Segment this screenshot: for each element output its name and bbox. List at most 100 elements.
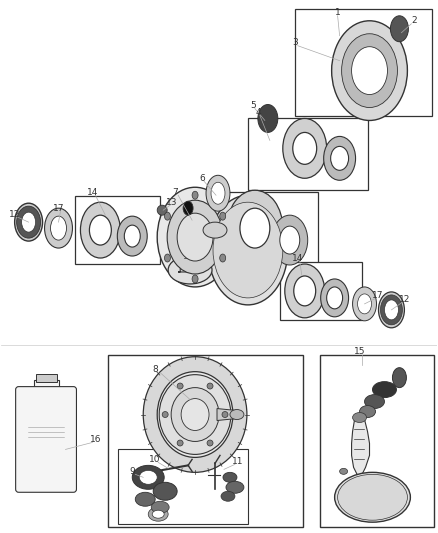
Ellipse shape — [350, 45, 389, 96]
Ellipse shape — [153, 482, 177, 500]
Ellipse shape — [353, 413, 367, 423]
Ellipse shape — [124, 225, 140, 247]
Ellipse shape — [14, 203, 42, 241]
Ellipse shape — [332, 21, 407, 120]
Ellipse shape — [226, 220, 270, 280]
Ellipse shape — [168, 256, 212, 284]
Ellipse shape — [338, 474, 407, 520]
Ellipse shape — [162, 411, 168, 417]
Ellipse shape — [381, 295, 403, 325]
Ellipse shape — [181, 399, 209, 431]
Ellipse shape — [164, 254, 170, 262]
Ellipse shape — [143, 357, 247, 472]
Text: 14: 14 — [292, 254, 304, 263]
Text: 12: 12 — [399, 295, 410, 304]
FancyBboxPatch shape — [16, 386, 77, 492]
Bar — [248, 118, 367, 190]
Ellipse shape — [293, 132, 317, 164]
Polygon shape — [178, 210, 202, 272]
Ellipse shape — [159, 375, 231, 455]
Ellipse shape — [50, 216, 67, 240]
Text: 17: 17 — [53, 204, 64, 213]
Ellipse shape — [148, 507, 168, 521]
Ellipse shape — [372, 382, 396, 398]
Text: 4: 4 — [255, 108, 261, 117]
Ellipse shape — [208, 195, 288, 305]
Bar — [108, 355, 303, 527]
Ellipse shape — [177, 383, 183, 389]
Ellipse shape — [294, 276, 316, 306]
Ellipse shape — [21, 212, 35, 232]
Bar — [320, 355, 434, 527]
Ellipse shape — [207, 440, 213, 446]
Ellipse shape — [342, 34, 397, 108]
Ellipse shape — [17, 206, 41, 238]
Text: 1: 1 — [335, 9, 340, 17]
Ellipse shape — [349, 481, 396, 513]
Ellipse shape — [21, 212, 35, 232]
Polygon shape — [352, 419, 370, 475]
Bar — [295, 9, 432, 117]
Ellipse shape — [327, 287, 343, 309]
Ellipse shape — [378, 292, 404, 328]
Ellipse shape — [139, 470, 157, 484]
Ellipse shape — [385, 300, 399, 320]
Ellipse shape — [177, 440, 183, 446]
Ellipse shape — [206, 175, 230, 211]
Bar — [34, 379, 59, 393]
Ellipse shape — [167, 200, 223, 274]
Ellipse shape — [227, 190, 283, 266]
Ellipse shape — [221, 491, 235, 501]
Text: 3: 3 — [292, 38, 298, 47]
Text: 17: 17 — [372, 292, 383, 301]
Ellipse shape — [89, 215, 111, 245]
Ellipse shape — [321, 279, 349, 317]
Text: 5: 5 — [250, 101, 256, 110]
Bar — [35, 374, 57, 382]
Ellipse shape — [392, 368, 406, 387]
Ellipse shape — [230, 409, 244, 419]
Ellipse shape — [324, 136, 356, 180]
Text: 8: 8 — [152, 365, 158, 374]
Bar — [118, 449, 248, 524]
Ellipse shape — [285, 264, 325, 318]
Ellipse shape — [353, 287, 377, 321]
Text: 12: 12 — [9, 209, 20, 219]
Ellipse shape — [183, 201, 193, 215]
Ellipse shape — [81, 202, 120, 258]
Ellipse shape — [226, 481, 244, 493]
Text: 11: 11 — [232, 457, 244, 466]
Ellipse shape — [117, 216, 147, 256]
Ellipse shape — [272, 215, 308, 265]
Ellipse shape — [135, 492, 155, 506]
Ellipse shape — [352, 47, 388, 94]
Ellipse shape — [240, 208, 270, 248]
Ellipse shape — [339, 469, 348, 474]
Ellipse shape — [203, 222, 227, 238]
Ellipse shape — [152, 510, 164, 518]
Polygon shape — [217, 409, 237, 421]
Ellipse shape — [171, 387, 219, 441]
Text: 6: 6 — [199, 174, 205, 183]
Ellipse shape — [192, 191, 198, 199]
Ellipse shape — [220, 212, 226, 220]
Text: 7: 7 — [172, 188, 178, 197]
Ellipse shape — [220, 254, 226, 262]
Text: 9: 9 — [129, 467, 135, 476]
Bar — [75, 196, 160, 264]
Ellipse shape — [157, 205, 167, 215]
Ellipse shape — [222, 411, 228, 417]
Text: 15: 15 — [354, 347, 365, 356]
Ellipse shape — [390, 16, 408, 42]
Ellipse shape — [357, 294, 371, 314]
Bar — [25, 409, 67, 445]
Ellipse shape — [213, 202, 283, 298]
Text: 16: 16 — [90, 435, 101, 444]
Text: 10: 10 — [149, 455, 161, 464]
Bar — [64, 419, 71, 445]
Ellipse shape — [364, 394, 385, 409]
Ellipse shape — [385, 300, 399, 320]
Ellipse shape — [164, 212, 170, 220]
Ellipse shape — [157, 372, 233, 457]
Ellipse shape — [223, 472, 237, 482]
